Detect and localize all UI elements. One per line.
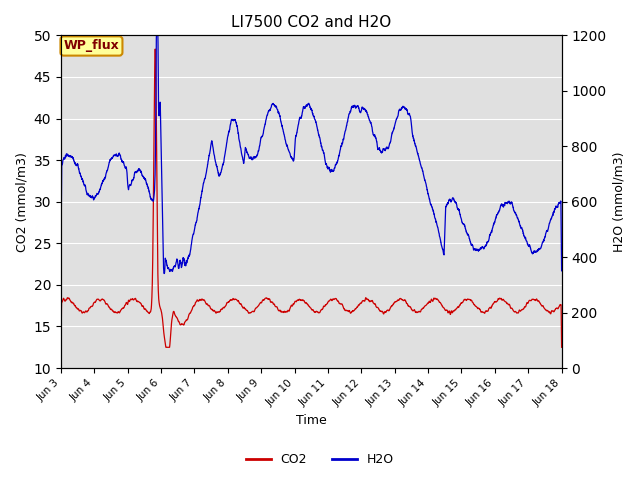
H2O	[369, 129, 376, 135]
CO2	[369, 298, 376, 304]
Line: CO2: CO2	[61, 49, 561, 348]
X-axis label: Time: Time	[296, 414, 326, 427]
H2O	[197, 195, 205, 201]
Y-axis label: H2O (mmol/m3): H2O (mmol/m3)	[612, 152, 625, 252]
H2O	[557, 254, 565, 260]
CO2	[57, 345, 65, 350]
CO2	[197, 298, 205, 303]
Line: H2O: H2O	[61, 36, 561, 274]
CO2	[360, 298, 367, 303]
CO2	[510, 309, 518, 314]
CO2	[164, 345, 172, 350]
CO2	[152, 46, 159, 52]
Y-axis label: CO2 (mmol/m3): CO2 (mmol/m3)	[15, 152, 28, 252]
Text: WP_flux: WP_flux	[63, 39, 119, 52]
H2O	[160, 271, 168, 276]
CO2	[557, 345, 565, 350]
Title: LI7500 CO2 and H2O: LI7500 CO2 and H2O	[231, 15, 392, 30]
H2O	[360, 106, 368, 112]
H2O	[557, 268, 565, 274]
H2O	[152, 33, 160, 38]
CO2	[557, 320, 565, 325]
H2O	[57, 263, 65, 269]
H2O	[164, 265, 172, 271]
Legend: CO2, H2O: CO2, H2O	[241, 448, 399, 471]
H2O	[511, 208, 518, 214]
